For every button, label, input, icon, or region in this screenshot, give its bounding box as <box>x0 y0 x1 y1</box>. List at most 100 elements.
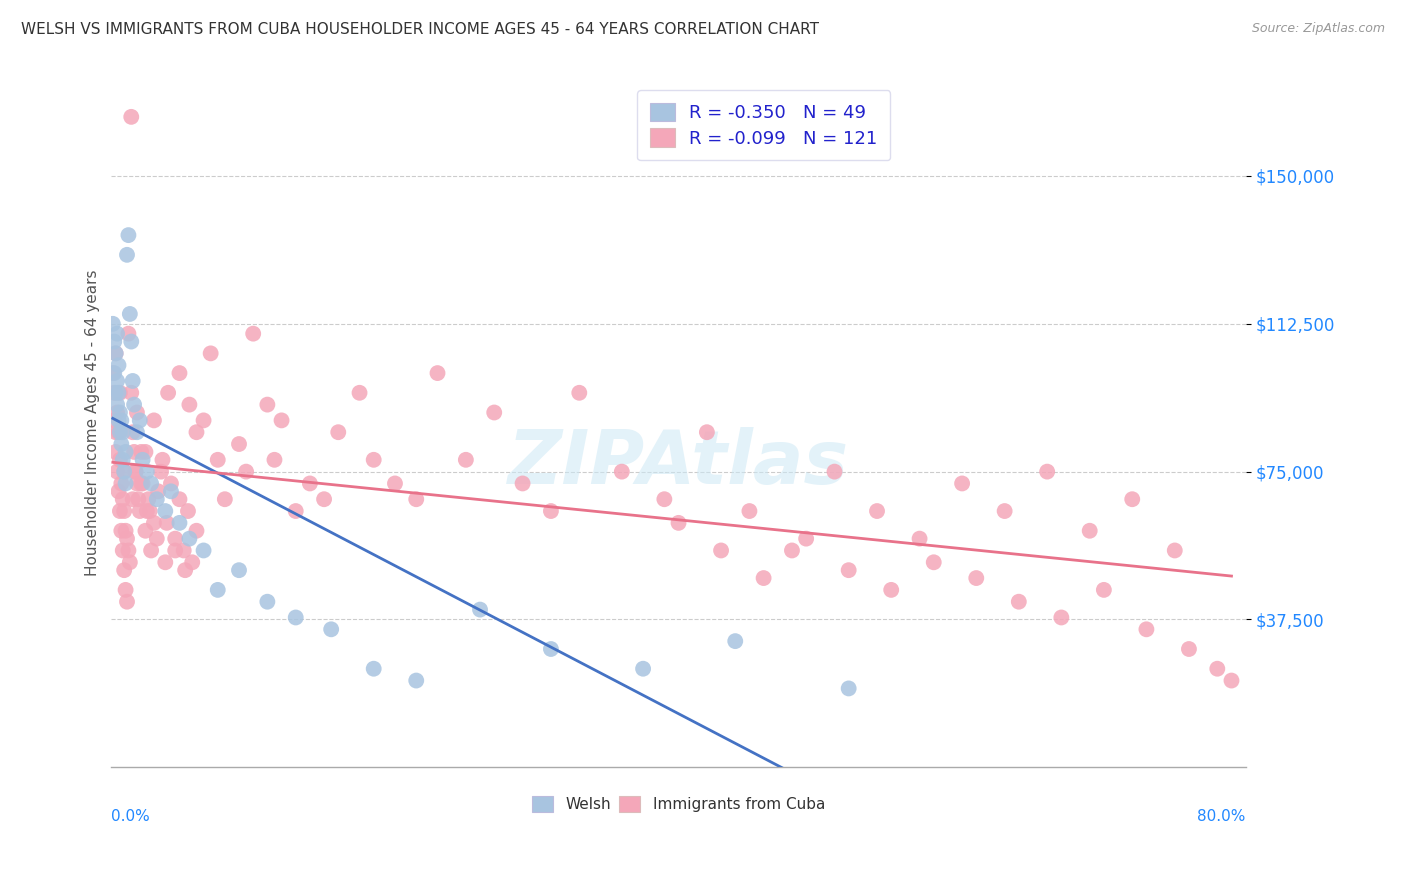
Point <box>134 445 156 459</box>
Point <box>108 504 131 518</box>
Point <box>200 346 222 360</box>
Point <box>193 543 215 558</box>
Point <box>117 228 139 243</box>
Point <box>207 452 229 467</box>
Point <box>104 346 127 360</box>
Point <box>160 484 183 499</box>
Point <box>724 634 747 648</box>
Y-axis label: Householder Income Ages 45 - 64 years: Householder Income Ages 45 - 64 years <box>86 269 100 575</box>
Point <box>568 385 591 400</box>
Point <box>165 532 187 546</box>
Legend: Welsh, Immigrants from Cuba: Welsh, Immigrants from Cuba <box>526 790 831 818</box>
Point <box>124 465 146 479</box>
Point <box>129 476 152 491</box>
Point <box>540 642 562 657</box>
Point <box>738 504 761 518</box>
Point <box>186 524 208 538</box>
Point <box>174 563 197 577</box>
Point <box>610 465 633 479</box>
Point <box>114 524 136 538</box>
Text: ZIPAtlas: ZIPAtlas <box>508 427 849 500</box>
Point <box>136 492 159 507</box>
Point <box>127 492 149 507</box>
Point <box>838 563 860 577</box>
Point <box>101 366 124 380</box>
Point <box>468 602 491 616</box>
Point <box>169 366 191 380</box>
Point <box>165 543 187 558</box>
Point <box>668 516 690 530</box>
Point <box>115 532 138 546</box>
Point <box>512 476 534 491</box>
Point <box>107 484 129 499</box>
Point <box>103 413 125 427</box>
Point <box>405 492 427 507</box>
Point <box>105 398 128 412</box>
Point <box>152 452 174 467</box>
Point <box>157 385 180 400</box>
Point <box>105 405 128 419</box>
Point <box>104 445 127 459</box>
Point <box>321 622 343 636</box>
Point <box>103 334 125 349</box>
Text: Source: ZipAtlas.com: Source: ZipAtlas.com <box>1251 22 1385 36</box>
Point <box>135 504 157 518</box>
Point <box>950 476 973 491</box>
Point <box>142 516 165 530</box>
Point <box>922 555 945 569</box>
Point <box>107 425 129 440</box>
Point <box>146 492 169 507</box>
Point <box>349 385 371 400</box>
Point <box>122 445 145 459</box>
Point <box>256 595 278 609</box>
Point <box>1164 543 1187 558</box>
Point <box>235 465 257 479</box>
Point <box>146 532 169 546</box>
Point <box>128 413 150 427</box>
Point <box>1092 582 1115 597</box>
Point <box>173 543 195 558</box>
Point <box>263 452 285 467</box>
Point <box>108 425 131 440</box>
Point <box>880 582 903 597</box>
Point <box>103 385 125 400</box>
Point <box>314 492 336 507</box>
Point <box>114 445 136 459</box>
Point <box>838 681 860 696</box>
Point <box>115 595 138 609</box>
Point <box>1220 673 1243 688</box>
Point <box>207 582 229 597</box>
Point <box>107 385 129 400</box>
Point <box>142 413 165 427</box>
Point <box>125 476 148 491</box>
Point <box>120 385 142 400</box>
Point <box>1078 524 1101 538</box>
Point <box>107 358 129 372</box>
Point <box>120 110 142 124</box>
Point <box>121 374 143 388</box>
Point <box>112 465 135 479</box>
Point <box>824 465 846 479</box>
Point <box>384 476 406 491</box>
Point <box>696 425 718 440</box>
Point <box>121 425 143 440</box>
Point <box>121 492 143 507</box>
Point <box>128 504 150 518</box>
Point <box>752 571 775 585</box>
Point <box>179 398 201 412</box>
Point <box>134 524 156 538</box>
Point <box>118 555 141 569</box>
Point <box>169 516 191 530</box>
Point <box>994 504 1017 518</box>
Point <box>110 476 132 491</box>
Point <box>139 476 162 491</box>
Point <box>129 445 152 459</box>
Point <box>155 504 177 518</box>
Point <box>111 492 134 507</box>
Point <box>193 413 215 427</box>
Text: WELSH VS IMMIGRANTS FROM CUBA HOUSEHOLDER INCOME AGES 45 - 64 YEARS CORRELATION : WELSH VS IMMIGRANTS FROM CUBA HOUSEHOLDE… <box>21 22 820 37</box>
Point <box>104 346 127 360</box>
Point <box>965 571 987 585</box>
Point <box>148 484 170 499</box>
Point <box>117 543 139 558</box>
